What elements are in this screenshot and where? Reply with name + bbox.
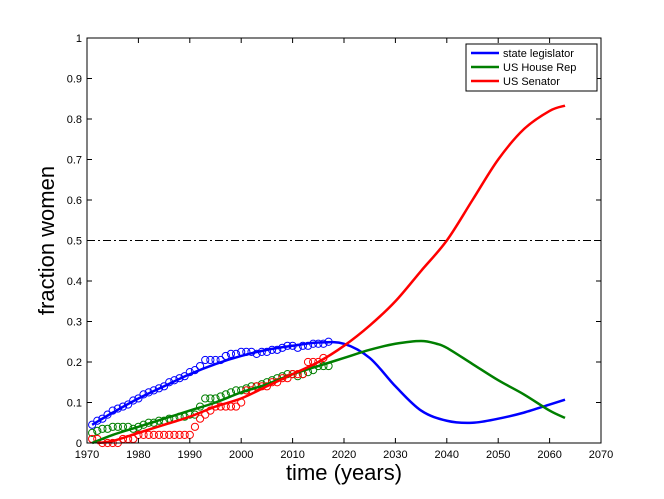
fit-lines-layer xyxy=(91,104,566,445)
legend-label-us-senator: US Senator xyxy=(503,76,560,88)
x-tick-label: 2000 xyxy=(229,449,253,461)
y-tick-label: 0.3 xyxy=(67,317,82,329)
x-tick-label: 2030 xyxy=(383,449,407,461)
data-point-us-senator xyxy=(149,430,158,439)
data-point-us-senator xyxy=(165,430,174,439)
fit-line-us-house-rep xyxy=(91,339,566,445)
legend-label-us-house-rep: US House Rep xyxy=(503,62,576,74)
y-tick-label: 0.6 xyxy=(67,195,82,207)
x-tick-label: 2060 xyxy=(537,449,561,461)
legend: state legislator US House Rep US Senator xyxy=(465,43,598,92)
data-point-state-legislator xyxy=(88,420,97,429)
data-point-us-senator xyxy=(190,422,200,431)
data-point-us-senator xyxy=(231,402,241,411)
x-tick-label: 2020 xyxy=(332,449,356,461)
y-tick-label: 0.8 xyxy=(67,114,82,126)
fit-line-state-legislator xyxy=(91,340,566,426)
y-tick-label: 0.9 xyxy=(67,74,82,86)
data-point-us-senator xyxy=(154,430,164,439)
data-point-state-legislator xyxy=(160,382,169,391)
data-point-us-senator xyxy=(160,430,169,439)
data-point-us-house-rep xyxy=(190,410,200,419)
y-tick-label: 0 xyxy=(76,438,82,450)
data-point-us-house-rep xyxy=(93,426,102,435)
data-point-us-senator xyxy=(170,430,179,439)
legend-label-state-legislator: state legislator xyxy=(503,48,574,60)
x-tick-label: 1990 xyxy=(178,449,202,461)
axes-layer: 1970 1980 1990 2000 2010 2020 2030 2040 2050 2060… xyxy=(67,33,614,461)
y-tick-label: 0.2 xyxy=(67,357,82,369)
y-tick-label: 0.4 xyxy=(67,276,82,288)
data-point-us-senator xyxy=(180,430,189,439)
data-point-us-house-rep xyxy=(103,424,112,433)
data-point-state-legislator xyxy=(206,355,215,365)
data-point-us-house-rep xyxy=(113,422,122,431)
x-tick-label: 1970 xyxy=(75,449,99,461)
data-point-us-house-rep xyxy=(108,422,117,431)
data-point-us-senator xyxy=(303,357,313,367)
x-tick-label: 1980 xyxy=(126,449,150,461)
y-tick-label: 1 xyxy=(76,33,82,45)
data-point-state-legislator xyxy=(201,355,210,365)
data-point-state-legislator xyxy=(118,402,128,411)
data-point-us-senator xyxy=(144,430,153,439)
x-tick-label: 2050 xyxy=(486,449,510,461)
data-point-state-legislator xyxy=(303,341,313,350)
data-point-us-senator xyxy=(175,430,184,439)
y-tick-label: 0.7 xyxy=(67,155,82,167)
y-tick-label: 0.1 xyxy=(67,398,82,410)
data-point-us-senator xyxy=(195,414,205,423)
data-point-state-legislator xyxy=(262,347,271,356)
x-tick-label: 2010 xyxy=(280,449,304,461)
y-axis-title: fraction women xyxy=(34,166,59,315)
data-point-us-house-rep xyxy=(206,394,215,403)
data-point-state-legislator xyxy=(98,414,107,423)
data-point-state-legislator xyxy=(226,349,236,358)
x-tick-label: 2040 xyxy=(435,449,459,461)
data-point-us-house-rep xyxy=(88,428,97,437)
fit-line-us-senator xyxy=(97,104,566,445)
data-point-us-house-rep xyxy=(201,394,210,403)
x-axis-title: time (years) xyxy=(286,460,402,485)
data-point-us-house-rep xyxy=(98,424,107,433)
data-point-state-legislator xyxy=(134,394,143,403)
x-tick-label: 2070 xyxy=(589,449,613,461)
y-tick-label: 0.5 xyxy=(67,236,82,248)
data-point-state-legislator xyxy=(319,339,328,348)
data-point-us-senator xyxy=(185,430,194,439)
